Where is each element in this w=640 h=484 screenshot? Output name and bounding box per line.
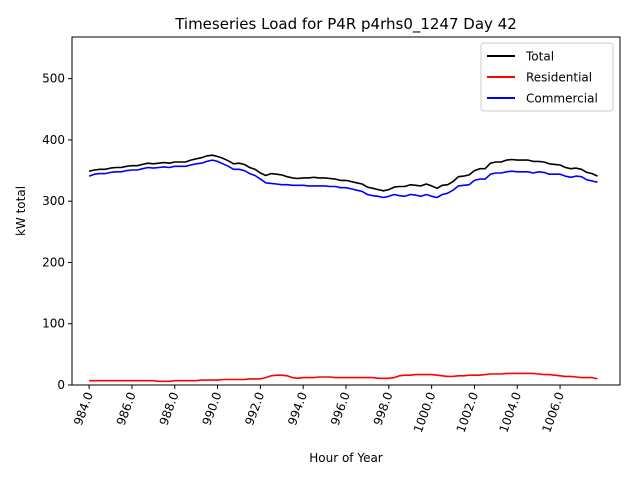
x-tick-label: 984.0 xyxy=(71,390,96,427)
x-tick-label: 1000.0 xyxy=(411,390,439,434)
series-line-commercial xyxy=(88,159,598,199)
y-tick-label: 0 xyxy=(57,378,65,392)
y-axis-label: kW total xyxy=(14,186,28,236)
legend: Total Residential Commercial xyxy=(480,42,614,112)
y-axis: 0 100 200 300 400 500 xyxy=(42,72,72,392)
x-tick-label: 1006.0 xyxy=(539,390,567,434)
x-tick-label: 994.0 xyxy=(285,390,310,427)
y-tick-label: 400 xyxy=(42,133,65,147)
y-tick-label: 500 xyxy=(42,72,65,86)
y-tick-label: 100 xyxy=(42,317,65,331)
legend-box xyxy=(480,42,614,112)
plot-area xyxy=(88,154,598,383)
x-tick-label: 998.0 xyxy=(371,390,396,427)
y-tick-label: 300 xyxy=(42,194,65,208)
legend-label-commercial: Commercial xyxy=(526,92,598,106)
x-tick-label: 990.0 xyxy=(200,390,225,427)
chart-title: Timeseries Load for P4R p4rhs0_1247 Day … xyxy=(174,15,517,34)
y-tick-label: 200 xyxy=(42,255,65,269)
legend-label-total: Total xyxy=(525,50,554,64)
x-tick-label: 988.0 xyxy=(157,390,182,427)
x-tick-label: 996.0 xyxy=(328,390,353,427)
x-axis: 984.0 986.0 988.0 990.0 992.0 994.0 996.0 998.0… xyxy=(71,385,567,434)
x-tick-label: 1004.0 xyxy=(497,390,525,434)
x-tick-label: 986.0 xyxy=(114,390,139,427)
x-axis-label: Hour of Year xyxy=(309,451,383,465)
series-line-total xyxy=(88,154,598,192)
legend-label-residential: Residential xyxy=(526,71,592,85)
series-line-residential xyxy=(89,372,598,383)
x-tick-label: 992.0 xyxy=(242,390,267,427)
x-tick-label: 1002.0 xyxy=(454,390,482,434)
